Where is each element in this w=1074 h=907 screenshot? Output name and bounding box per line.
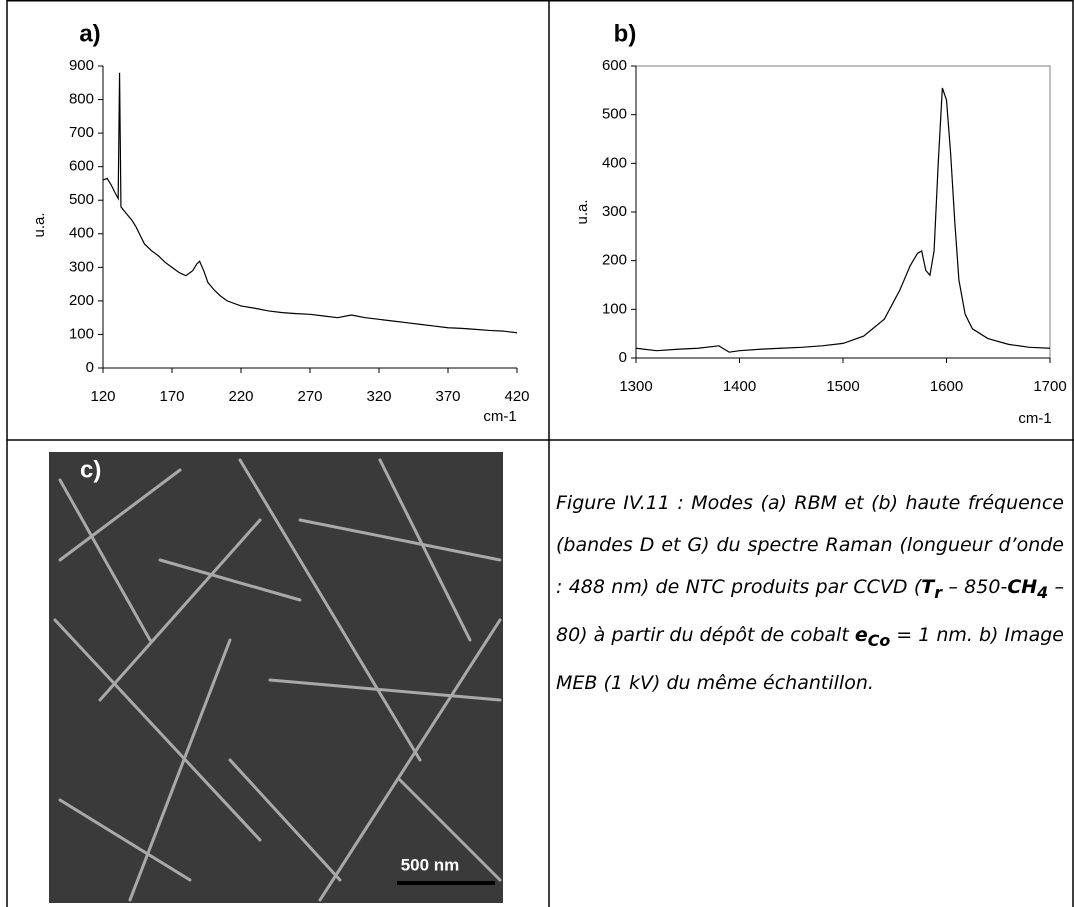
caption-text: r xyxy=(934,582,943,602)
table-borders xyxy=(6,0,1074,907)
caption-text: Co xyxy=(867,630,891,650)
x-tick-label: 220 xyxy=(228,388,253,405)
y-tick-label: 0 xyxy=(86,359,94,376)
caption-text: 4 xyxy=(1037,582,1049,602)
y-tick-label: 500 xyxy=(69,191,94,208)
x-tick-label: 370 xyxy=(435,388,460,405)
caption-text: = 1 nm. b) Image MEB (1 kV) du même écha… xyxy=(556,623,1064,694)
y-tick-label: 200 xyxy=(69,292,94,309)
x-tick-label: 1300 xyxy=(619,378,652,395)
x-tick-label: 420 xyxy=(504,388,529,405)
plot-frame xyxy=(635,65,1051,359)
x-tick-label: 170 xyxy=(159,388,184,405)
spectrum-line xyxy=(102,72,518,334)
caption-text: CH xyxy=(1007,576,1038,598)
sem-image xyxy=(49,452,503,903)
y-tick-label: 800 xyxy=(69,91,94,108)
y-tick-label: 0 xyxy=(619,349,627,366)
panel-label: c) xyxy=(80,456,101,483)
y-tick-label: 300 xyxy=(602,203,627,220)
y-tick-label: 600 xyxy=(69,158,94,175)
y-tick-label: 100 xyxy=(69,325,94,342)
scale-bar-label: 500 nm xyxy=(401,855,460,874)
caption-text: T xyxy=(921,576,935,598)
x-tick-label: 1400 xyxy=(723,378,756,395)
spectrum-line xyxy=(635,87,1051,353)
x-tick-label: 1500 xyxy=(826,378,859,395)
caption-text: e xyxy=(854,623,868,646)
y-tick-label: 100 xyxy=(602,300,627,317)
y-axis-label: u.a. xyxy=(574,199,591,224)
caption-text: – 80) à partir du dépôt de cobalt xyxy=(556,576,1064,646)
caption-text: – 850- xyxy=(942,576,1008,598)
caption-text: Figure IV.11 : Modes (a) RBM et (b) haut… xyxy=(556,492,1064,598)
y-tick-label: 200 xyxy=(602,252,627,269)
chart-title: a) xyxy=(79,20,100,47)
x-tick-label: 120 xyxy=(90,388,115,405)
x-tick-label: 1600 xyxy=(930,378,963,395)
caption: Figure IV.11 : Modes (a) RBM et (b) haut… xyxy=(556,482,1064,704)
y-tick-label: 400 xyxy=(69,225,94,242)
y-tick-label: 900 xyxy=(69,57,94,74)
y-axis-label: u.a. xyxy=(31,212,48,237)
y-tick-label: 300 xyxy=(69,258,94,275)
y-tick-label: 700 xyxy=(69,124,94,141)
x-tick-label: 270 xyxy=(297,388,322,405)
y-tick-label: 600 xyxy=(602,57,627,74)
sem-fibers xyxy=(53,458,502,902)
x-axis-label: cm-1 xyxy=(1018,410,1051,427)
y-tick-label: 400 xyxy=(602,154,627,171)
x-tick-label: 320 xyxy=(366,388,391,405)
chart-title: b) xyxy=(614,20,637,47)
x-tick-label: 1700 xyxy=(1033,378,1066,395)
y-tick-label: 500 xyxy=(602,106,627,123)
x-axis-label: cm-1 xyxy=(483,408,516,425)
